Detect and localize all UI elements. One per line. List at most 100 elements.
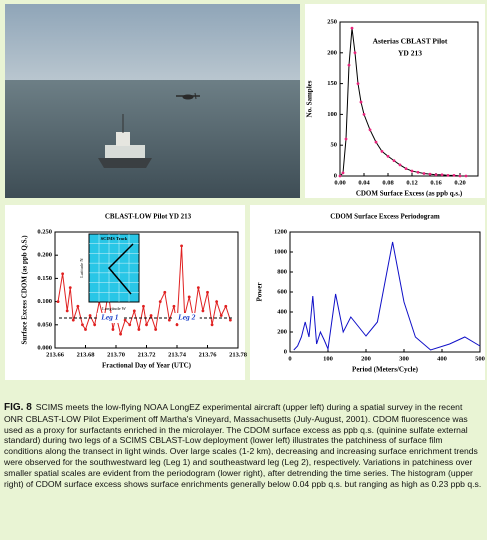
figure-label: FIG. 8 — [4, 402, 32, 413]
x-tick-label: 500 — [475, 355, 485, 362]
y-tick-label: 150 — [327, 80, 337, 87]
y-axis-label: Surface Excess CDOM (as ppb Q.S.) — [21, 235, 29, 345]
data-point — [339, 175, 342, 178]
data-point — [465, 175, 468, 178]
x-tick-label: 213.76 — [199, 351, 218, 358]
data-point — [229, 319, 232, 322]
data-point — [93, 323, 96, 326]
data-point — [345, 138, 348, 141]
data-point — [453, 174, 456, 177]
data-point — [128, 323, 131, 326]
x-tick-label: 213.72 — [138, 351, 156, 358]
annotation: Leg 2 — [177, 313, 196, 322]
data-point — [133, 309, 136, 312]
y-axis-label: No. Samples — [306, 80, 314, 117]
data-point — [459, 175, 462, 178]
data-point — [411, 170, 414, 173]
data-point — [173, 305, 176, 308]
data-point — [387, 155, 390, 158]
photo — [5, 4, 300, 198]
y-tick-label: 800 — [277, 268, 287, 275]
data-point — [351, 27, 354, 30]
data-point — [429, 173, 432, 176]
y-tick-label: 1000 — [274, 248, 287, 255]
x-tick-label: 213.70 — [107, 351, 125, 358]
data-point — [360, 101, 363, 104]
x-tick-label: 0.04 — [358, 179, 370, 186]
y-tick-label: 400 — [277, 308, 287, 315]
x-tick-label: 400 — [437, 355, 447, 362]
chart-title: Asterias CBLAST Pilot — [373, 37, 448, 46]
y-tick-label: 0 — [284, 348, 287, 355]
x-tick-label: 200 — [361, 355, 371, 362]
inset-ylabel: Latitude N — [79, 258, 84, 278]
data-point — [84, 328, 87, 331]
page: 0.000.040.080.120.160.20050100150200250A… — [0, 0, 487, 540]
data-point — [441, 173, 444, 176]
data-point — [354, 51, 357, 54]
data-point — [215, 300, 218, 303]
data-point — [57, 300, 60, 303]
y-axis-label: Power — [256, 282, 264, 301]
y-tick-label: 0.150 — [37, 275, 52, 282]
y-tick-label: 0.000 — [37, 344, 52, 351]
data-point — [81, 323, 84, 326]
x-tick-label: 300 — [399, 355, 409, 362]
data-point — [348, 64, 351, 67]
data-point — [369, 128, 372, 131]
data-point — [137, 328, 140, 331]
x-tick-label: 100 — [323, 355, 333, 362]
chart-subtitle: YD 213 — [398, 49, 422, 58]
inset-xlabel: Longitude W — [102, 306, 127, 311]
y-tick-label: 600 — [277, 288, 287, 295]
data-point — [159, 300, 162, 303]
data-point — [342, 172, 345, 175]
data-point — [66, 309, 69, 312]
y-tick-label: 250 — [327, 18, 337, 25]
data-point — [224, 305, 227, 308]
data-point — [393, 159, 396, 162]
data-point — [435, 173, 438, 176]
caption: FIG. 8SCIMS meets the low-flying NOAA Lo… — [4, 402, 482, 489]
data-point — [188, 296, 191, 299]
y-tick-label: 1200 — [274, 228, 287, 235]
data-point — [76, 305, 79, 308]
x-tick-label: 213.78 — [229, 351, 248, 358]
caption-text: SCIMS meets the low-flying NOAA LongEZ e… — [4, 402, 481, 489]
data-point — [197, 286, 200, 289]
x-tick-label: 0.16 — [430, 179, 442, 186]
y-tick-label: 100 — [327, 111, 337, 118]
data-point — [154, 328, 157, 331]
data-point — [89, 314, 92, 317]
data-point — [375, 141, 378, 144]
data-point — [206, 291, 209, 294]
y-tick-label: 0 — [334, 172, 337, 179]
x-tick-label: 0 — [288, 355, 291, 362]
data-point — [176, 323, 179, 326]
data-point — [357, 82, 360, 85]
x-axis-label: Fractional Day of Year (UTC) — [102, 362, 192, 370]
x-tick-label: 0.12 — [406, 179, 417, 186]
data-point — [447, 174, 450, 177]
y-tick-label: 0.250 — [37, 228, 52, 235]
x-tick-label: 213.68 — [77, 351, 96, 358]
panel — [305, 4, 485, 198]
y-tick-label: 0.050 — [37, 321, 52, 328]
data-point — [399, 164, 402, 167]
x-tick-label: 0.00 — [334, 179, 345, 186]
data-point — [163, 291, 166, 294]
data-point — [112, 328, 115, 331]
data-point — [381, 150, 384, 153]
y-tick-label: 0.200 — [37, 252, 52, 259]
data-point — [417, 171, 420, 174]
y-tick-label: 200 — [327, 49, 337, 56]
data-point — [211, 323, 214, 326]
x-tick-label: 0.20 — [454, 179, 465, 186]
annotation: Leg 1 — [100, 313, 118, 322]
data-point — [180, 245, 183, 248]
inset-frame — [89, 234, 139, 302]
x-tick-label: 213.66 — [46, 351, 65, 358]
inset-title: SCIMS Track — [101, 236, 128, 241]
x-tick-label: 213.74 — [168, 351, 187, 358]
x-axis-label: CDOM Surface Excess (as ppb q.s.) — [356, 190, 463, 198]
